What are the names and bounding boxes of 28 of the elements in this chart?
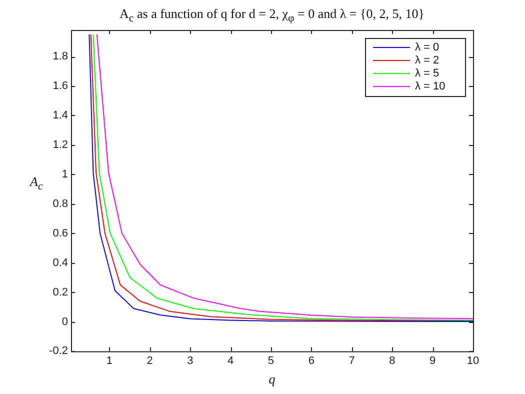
- legend-label: λ = 0: [415, 42, 440, 54]
- x-tick-label: 6: [308, 354, 314, 367]
- y-tick-label: 1.2: [52, 138, 68, 151]
- y-tick-label: 0.6: [52, 227, 68, 240]
- legend-label: λ = 2: [415, 54, 440, 67]
- y-tick-label: 0.4: [52, 256, 68, 269]
- x-tick-label: 5: [268, 354, 274, 367]
- y-tick-label: 0.8: [52, 198, 68, 210]
- chart-title: A$_{c}$ as a function of q for d = 2, χ$_{φ}$ = 0 and λ = {0, 2, 5, 10}: [118, 6, 426, 25]
- x-axis-title: q: [268, 372, 276, 387]
- x-tick-label: 4: [228, 354, 234, 367]
- legend-label: λ = 10: [415, 80, 446, 93]
- y-axis-title: A$_{c}$: [30, 174, 43, 193]
- y-tick-label: -0.2: [49, 345, 68, 358]
- y-tick-label: 0.2: [52, 286, 68, 298]
- legend-label: λ = 5: [415, 68, 440, 80]
- x-tick-label: 10: [466, 354, 480, 367]
- y-tick-label: 1.8: [52, 50, 68, 63]
- x-tick-label: 2: [146, 354, 153, 367]
- x-tick-label: 3: [187, 354, 194, 367]
- x-tick-label: 1: [106, 354, 112, 367]
- x-tick-label: 8: [389, 354, 396, 367]
- y-tick-label: 1: [62, 168, 68, 180]
- y-tick-label: 0: [62, 316, 68, 328]
- x-tick-label: 9: [430, 354, 436, 367]
- x-tick-label: 7: [348, 354, 355, 367]
- y-tick-label: 1.6: [52, 80, 68, 92]
- y-tick-label: 1.4: [52, 109, 68, 122]
